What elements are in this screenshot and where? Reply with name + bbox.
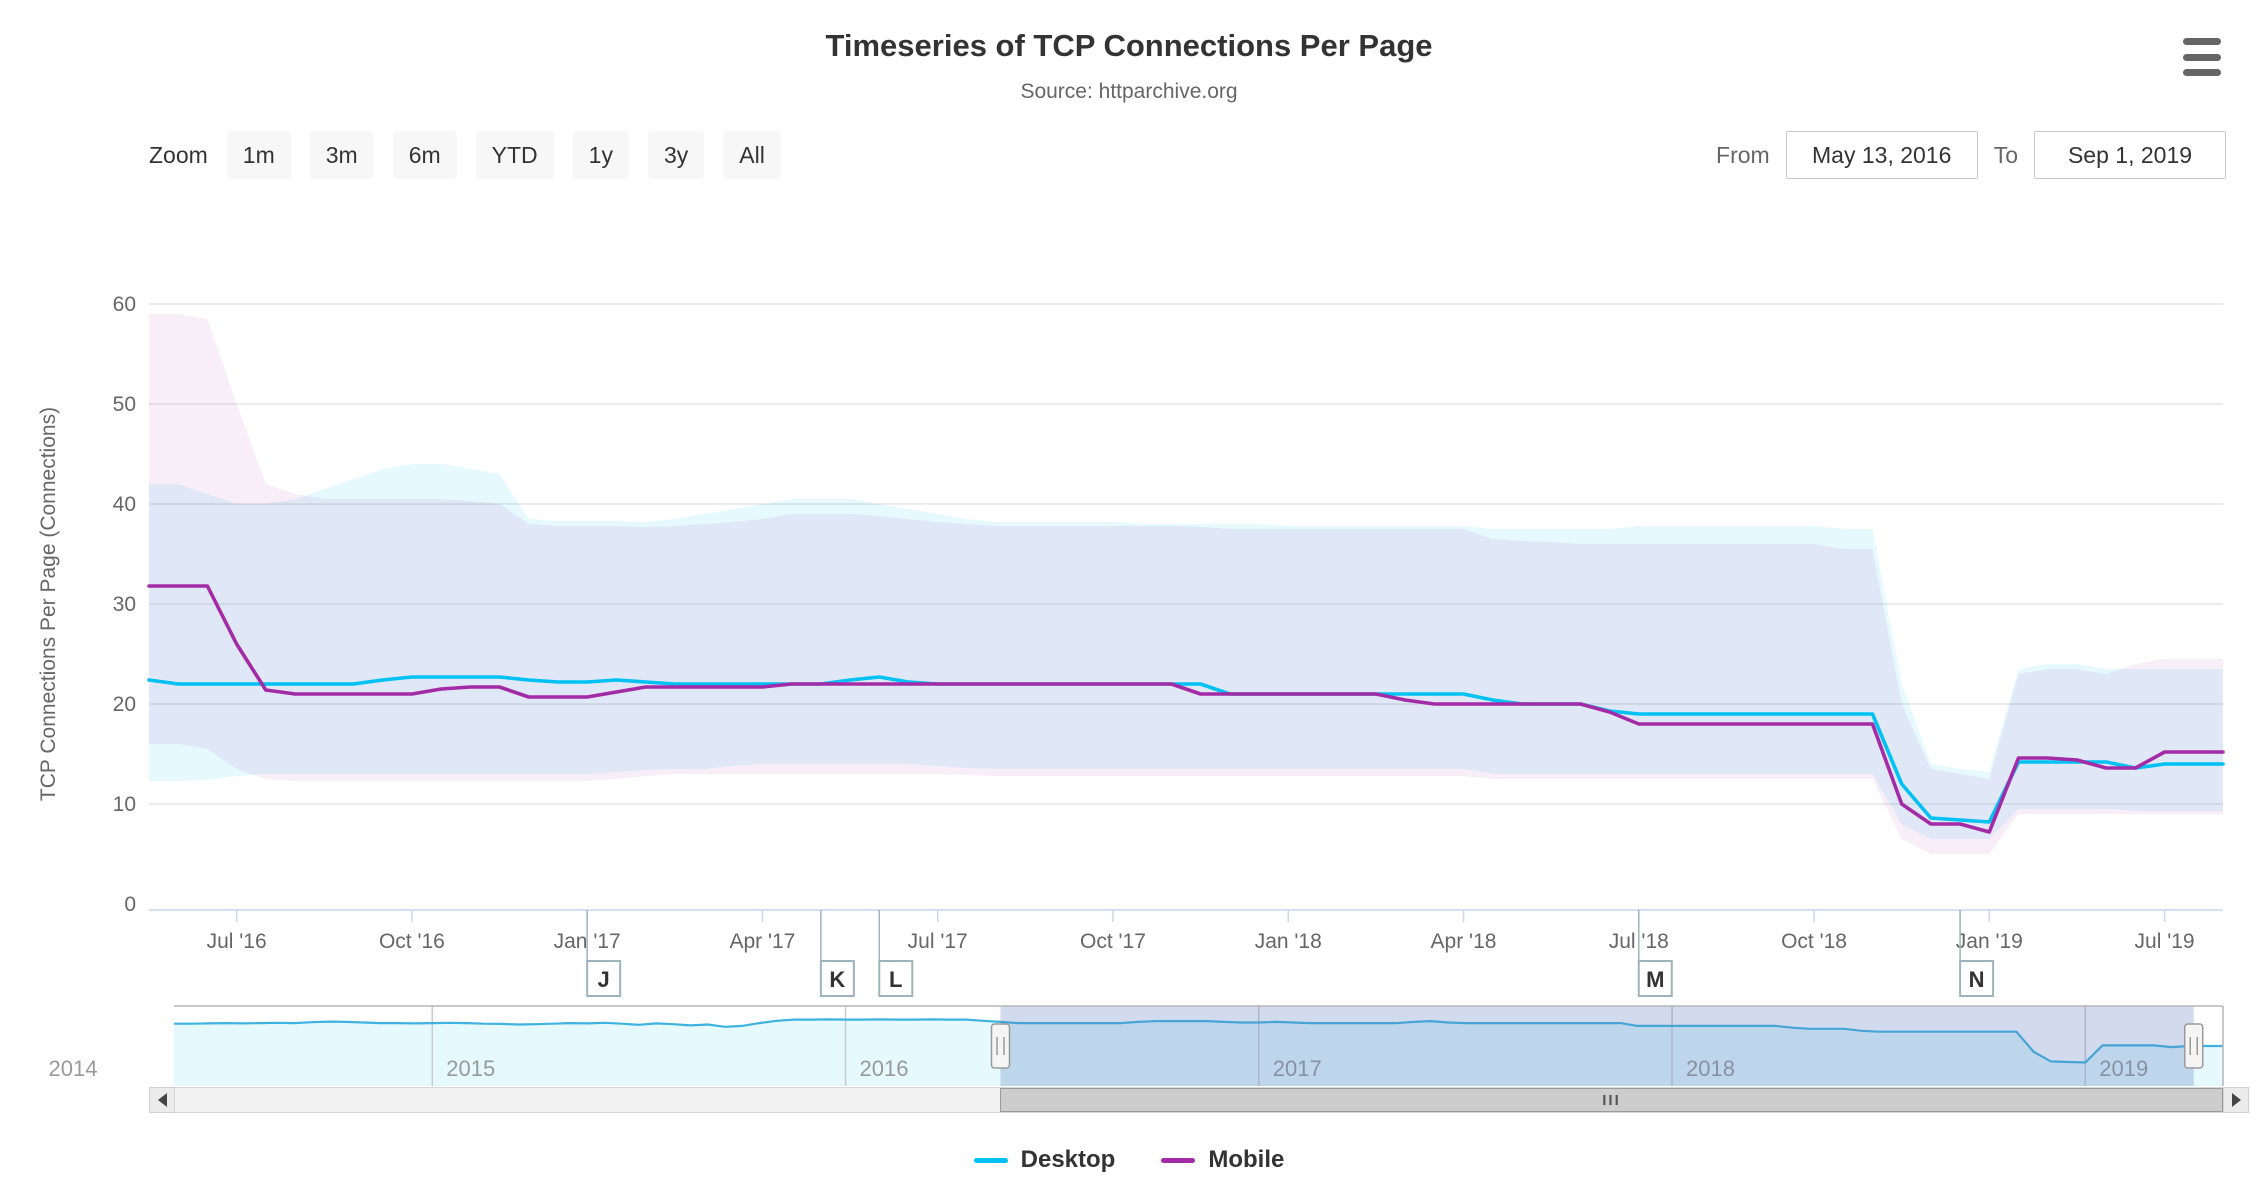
svg-text:10: 10 — [113, 793, 136, 816]
svg-text:2019: 2019 — [2099, 1056, 2148, 1081]
zoom-button-1m[interactable]: 1m — [226, 131, 291, 179]
svg-text:20: 20 — [113, 693, 136, 716]
svg-text:L: L — [889, 967, 902, 992]
svg-text:Jul '17: Jul '17 — [908, 930, 968, 953]
navigator-selected-mask[interactable] — [1000, 1006, 2194, 1086]
gridlines — [149, 303, 2223, 805]
svg-text:50: 50 — [113, 393, 136, 416]
desktop-series-dash-icon — [973, 1157, 1008, 1163]
legend-label-desktop: Desktop — [1020, 1146, 1116, 1173]
svg-text:Oct '17: Oct '17 — [1080, 930, 1146, 953]
y-axis-title: TCP Connections Per Page (Connections) — [37, 407, 60, 801]
svg-text:Oct '16: Oct '16 — [379, 930, 445, 953]
zoom-button-1y[interactable]: 1y — [572, 131, 629, 179]
zoom-controls: Zoom 1m 3m 6m YTD 1y 3y All — [149, 131, 781, 179]
svg-text:K: K — [829, 967, 845, 992]
navigator[interactable]: 2014 2015 2016 2017 2018 2019 — [49, 1005, 2224, 1086]
scrollbar: III — [149, 1087, 2249, 1113]
hamburger-bar — [2183, 38, 2221, 45]
to-label: To — [1993, 141, 2018, 168]
navigator-area — [174, 1019, 2223, 1086]
svg-text:0: 0 — [124, 893, 136, 916]
zoom-button-3m[interactable]: 3m — [309, 131, 374, 179]
date-range-controls: From To — [1716, 131, 2226, 179]
zoom-button-3y[interactable]: 3y — [647, 131, 705, 179]
flag-K[interactable]: K — [819, 910, 855, 997]
legend-label-mobile: Mobile — [1208, 1146, 1285, 1173]
zoom-button-all[interactable]: All — [723, 131, 781, 179]
scrollbar-thumb[interactable]: III — [1000, 1088, 2223, 1112]
flag-N[interactable]: N — [1959, 910, 1995, 997]
svg-text:Apr '18: Apr '18 — [1431, 930, 1497, 953]
y-axis-labels: 0 10 20 30 40 50 60 — [113, 293, 136, 916]
context-menu-hamburger-icon[interactable] — [2183, 38, 2223, 76]
flag-M[interactable]: M — [1637, 910, 1673, 997]
svg-text:Oct '18: Oct '18 — [1781, 930, 1847, 953]
navigator-left-handle[interactable] — [990, 1023, 1011, 1069]
mobile-series-line[interactable] — [147, 584, 2225, 834]
x-axis-labels: Jul '16 Oct '16 Jan '17 Apr '17 Jul '17 Oct '… — [207, 910, 2195, 953]
svg-text:30: 30 — [113, 593, 136, 616]
zoom-button-ytd[interactable]: YTD — [475, 131, 554, 179]
legend-item-mobile[interactable]: Mobile — [1161, 1146, 1284, 1174]
from-label: From — [1716, 141, 1770, 168]
mobile-range-band — [149, 314, 2223, 854]
legend-item-desktop[interactable]: Desktop — [973, 1146, 1116, 1174]
scrollbar-right-arrow-icon[interactable] — [2223, 1087, 2249, 1113]
scrollbar-grip: III — [1602, 1091, 1621, 1109]
svg-text:2015: 2015 — [446, 1056, 495, 1081]
chart-title: Timeseries of TCP Connections Per Page — [825, 28, 1433, 63]
flag-J[interactable]: J — [586, 910, 622, 997]
zoom-label: Zoom — [149, 141, 208, 168]
desktop-range-band — [149, 464, 2223, 839]
svg-text:J: J — [598, 967, 610, 992]
navigator-series-line — [174, 1018, 2223, 1064]
svg-text:Jul '16: Jul '16 — [207, 930, 267, 953]
svg-text:2016: 2016 — [860, 1056, 909, 1081]
svg-text:M: M — [1646, 967, 1664, 992]
svg-text:60: 60 — [113, 293, 136, 316]
svg-text:2017: 2017 — [1273, 1056, 1322, 1081]
hamburger-bar — [2183, 53, 2221, 61]
mobile-series-dash-icon — [1161, 1157, 1196, 1163]
hamburger-bar — [2183, 69, 2221, 76]
chart-subtitle: Source: httparchive.org — [1020, 80, 1238, 103]
to-date-input[interactable] — [2034, 131, 2226, 179]
legend: Desktop Mobile — [0, 1146, 2258, 1174]
svg-text:Jan '18: Jan '18 — [1255, 930, 1322, 953]
zoom-button-6m[interactable]: 6m — [392, 131, 457, 179]
scrollbar-track[interactable]: III — [175, 1087, 2223, 1113]
svg-text:2018: 2018 — [1686, 1056, 1735, 1081]
svg-text:Jan '19: Jan '19 — [1956, 930, 2023, 953]
navigator-right-handle[interactable] — [2183, 1023, 2204, 1069]
svg-text:Jul '19: Jul '19 — [2135, 930, 2195, 953]
svg-text:N: N — [1969, 967, 1985, 992]
scrollbar-left-arrow-icon[interactable] — [149, 1087, 175, 1113]
from-date-input[interactable] — [1785, 131, 1978, 179]
svg-text:Apr '17: Apr '17 — [729, 930, 795, 953]
svg-text:40: 40 — [113, 493, 136, 516]
desktop-series-line[interactable] — [147, 675, 2225, 824]
svg-text:2014: 2014 — [49, 1056, 98, 1081]
flag-L[interactable]: L — [878, 910, 914, 997]
